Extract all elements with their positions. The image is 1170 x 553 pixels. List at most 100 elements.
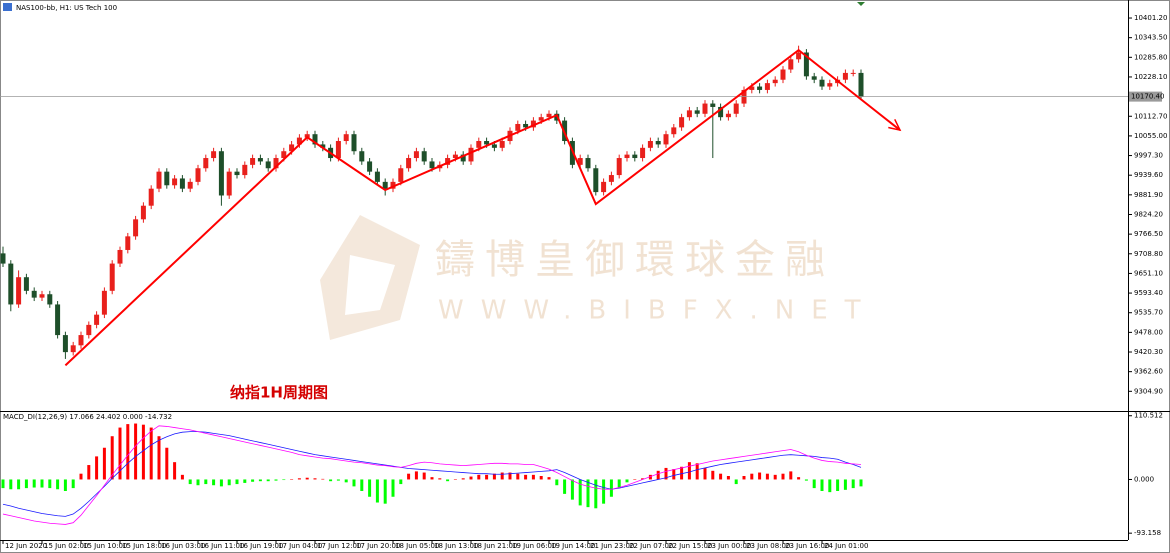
symbol-icon [3, 3, 12, 11]
macd-histogram-bar [17, 479, 21, 490]
macd-histogram-bar [765, 473, 769, 480]
watermark: 鑄博皇御環球金融 WWW.BIBFX.NET [320, 215, 861, 340]
candle-body [780, 69, 786, 80]
macd-histogram-bar [859, 479, 863, 487]
candle-body [686, 110, 692, 118]
x-tick-label: 12 Jun 2020 [5, 542, 47, 550]
candle-body [710, 103, 716, 107]
candle-body [55, 304, 61, 336]
y-tick-label: 110.512 [1134, 412, 1163, 420]
candle-body [359, 151, 365, 162]
y-tick-label: -93.158 [1134, 529, 1161, 537]
candle-body [23, 277, 29, 291]
candle-body [390, 181, 396, 189]
y-tick-label: 9651.10 [1134, 269, 1163, 277]
trend-line [64, 48, 901, 367]
macd-histogram-bar [500, 472, 504, 480]
macd-histogram-bar [313, 478, 317, 480]
x-tick-label: 23 Jun 16:00 [785, 542, 829, 550]
macd-histogram-bar [851, 479, 855, 489]
macd-histogram-bar [414, 471, 418, 480]
macd-histogram-bar [56, 479, 60, 490]
candle-body [335, 141, 341, 159]
macd-histogram-bar [734, 479, 738, 485]
candle-body [842, 72, 848, 80]
y-tick-label: 10228.10 [1134, 73, 1167, 81]
x-tick-label: 17 Jun 12:00 [317, 542, 361, 550]
x-tick-label: 17 Jun 04:00 [278, 542, 322, 550]
macd-histogram-bar [648, 474, 652, 480]
macd-histogram-bar [375, 479, 379, 503]
macd-histogram-bar [789, 471, 793, 480]
macd-histogram-bar [95, 456, 99, 480]
candle-body [343, 134, 349, 142]
macd-histogram-bar [321, 478, 325, 480]
candle-body [577, 158, 583, 165]
candle-body [203, 158, 209, 169]
macd-histogram-bar [703, 467, 707, 480]
candle-body [718, 106, 724, 118]
x-tick-label: 15 Jun 18:00 [122, 542, 166, 550]
macd-histogram-bar [758, 472, 762, 480]
candle-body [257, 158, 263, 162]
candle-body [515, 123, 521, 131]
macd-histogram-bar [594, 479, 598, 509]
candle-body [117, 249, 123, 264]
candle-body [374, 171, 380, 182]
macd-histogram-bar [797, 477, 801, 480]
candle-body [265, 161, 271, 169]
candle-body [663, 134, 669, 145]
candle-body [593, 168, 599, 193]
macd-histogram-bar [196, 479, 200, 486]
macd-histogram-bar [173, 462, 177, 480]
macd-histogram-bar [243, 479, 247, 483]
x-tick-label: 22 Jun 07:00 [629, 542, 673, 550]
macd-histogram-bar [625, 479, 629, 483]
candle-body [187, 181, 193, 189]
candle-body [281, 151, 287, 159]
macd-histogram-bar [461, 478, 465, 480]
candle-body [406, 158, 412, 169]
y-tick-label: 9997.30 [1134, 152, 1163, 160]
macd-histogram-bar [352, 479, 356, 487]
candle-body [413, 151, 419, 159]
candle-body [671, 127, 677, 135]
macd-histogram-bar [407, 473, 411, 480]
current-price-label: 10170.40 [1131, 93, 1164, 101]
y-tick-label: 9420.30 [1134, 348, 1163, 356]
y-tick-label: 10401.20 [1134, 14, 1167, 22]
candle-body [858, 72, 864, 97]
candle-body [445, 158, 451, 165]
trend-arrowhead [888, 118, 902, 132]
candle-body [546, 113, 552, 118]
macd-histogram-bar [126, 424, 130, 480]
macd-histogram-bar [570, 479, 574, 500]
candle-body [733, 103, 739, 114]
candle-body [819, 79, 825, 87]
macd-histogram-bar [235, 479, 239, 485]
candle-body [0, 253, 6, 264]
candle-body [398, 168, 404, 182]
macd-histogram-bar [563, 479, 567, 494]
macd-histogram-bar [742, 476, 746, 480]
macd-histogram-bar [383, 479, 387, 504]
macd-histogram-bar [516, 473, 520, 480]
x-tick-label: 19 Jun 06:00 [512, 542, 556, 550]
candle-body [312, 134, 318, 145]
watermark-title: 鑄博皇御環球金融 [435, 237, 835, 283]
candle-body [94, 314, 100, 325]
chart-annotation: 纳指1H周期图 [230, 384, 328, 402]
macd-histogram-bar [1, 479, 5, 489]
macd-histogram-bar [750, 473, 754, 480]
x-tick-label: 18 Jun 05:00 [395, 542, 439, 550]
macd-histogram-bar [134, 423, 138, 480]
candle-body [850, 72, 856, 74]
y-tick-label: 9535.70 [1134, 309, 1163, 317]
x-tick-label: 22 Jun 15:00 [668, 542, 712, 550]
x-tick-label: 18 Jun 21:00 [473, 542, 517, 550]
x-tick-label: 16 Jun 03:00 [161, 542, 205, 550]
macd-histogram-bar [360, 479, 364, 491]
candle-body [195, 168, 201, 182]
candle-body [156, 171, 162, 189]
